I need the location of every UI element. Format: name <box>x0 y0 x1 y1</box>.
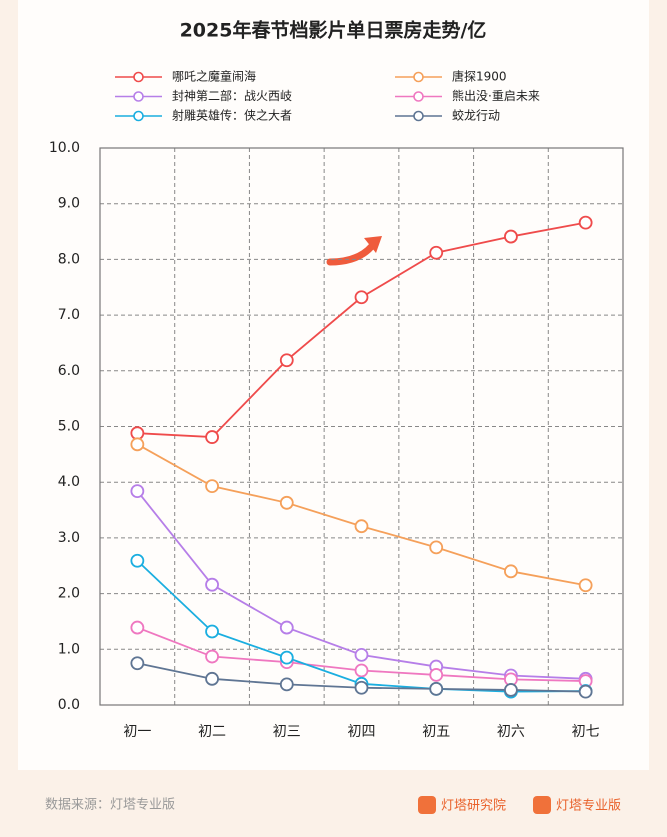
y-tick-label: 0.0 <box>58 697 80 713</box>
x-tick-label: 初三 <box>273 723 301 740</box>
x-tick-label: 初七 <box>572 723 600 740</box>
point <box>354 647 369 662</box>
point <box>429 668 444 682</box>
point <box>578 684 593 699</box>
legend-label: 熊出没·重启未来 <box>452 88 540 103</box>
y-tick-label: 7.0 <box>58 307 80 323</box>
brand: 灯塔专业版 <box>556 799 621 814</box>
legend-marker <box>413 91 424 102</box>
legend-label: 蛟龙行动 <box>452 108 500 123</box>
point <box>354 290 369 305</box>
y-tick-label: 9.0 <box>58 196 80 212</box>
point <box>279 650 294 665</box>
point <box>279 620 294 635</box>
legend-marker <box>413 71 424 83</box>
legend-label: 哪吒之魔童闹海 <box>172 69 256 84</box>
point <box>279 677 294 692</box>
brand-icon <box>418 796 436 814</box>
point <box>205 649 219 664</box>
legend-label: 射雕英雄传：侠之大者 <box>172 108 292 123</box>
legend-marker <box>133 91 144 102</box>
point <box>504 564 518 579</box>
x-tick-label: 初四 <box>348 723 376 740</box>
point <box>205 671 219 686</box>
card <box>18 0 649 770</box>
point <box>354 680 369 695</box>
brand: 灯塔研究院 <box>441 799 506 814</box>
point <box>205 624 219 639</box>
point <box>429 681 444 696</box>
point <box>504 683 518 697</box>
point <box>279 353 294 368</box>
legend-marker <box>413 110 424 122</box>
y-tick-label: 1.0 <box>58 641 80 657</box>
point <box>130 656 145 671</box>
trend-arrow <box>326 242 376 266</box>
legend-label: 封神第二部：战火西岐 <box>172 88 292 103</box>
x-tick-label: 初二 <box>198 723 226 740</box>
point <box>354 519 369 534</box>
trend-arrow-head <box>364 236 382 253</box>
point <box>130 484 145 499</box>
legend-label: 唐探1900 <box>452 69 507 84</box>
point <box>578 578 593 593</box>
y-tick-label: 2.0 <box>58 586 80 602</box>
y-tick-label: 3.0 <box>58 530 80 546</box>
point <box>429 245 444 260</box>
point <box>205 430 219 444</box>
legend-marker <box>133 71 144 83</box>
point <box>130 553 145 568</box>
point <box>354 663 369 678</box>
y-tick-label: 6.0 <box>58 363 80 379</box>
point <box>130 437 145 452</box>
x-tick-label: 初六 <box>497 723 525 740</box>
brand-icon <box>533 796 551 814</box>
y-tick-label: 4.0 <box>58 474 80 490</box>
point <box>205 577 219 592</box>
chart-title: 2025年春节档影片单日票房走势/亿 <box>180 19 487 42</box>
point <box>429 540 444 555</box>
y-tick-label: 5.0 <box>58 419 80 435</box>
point <box>504 229 518 244</box>
source: 数据来源：灯塔专业版 <box>45 798 175 813</box>
legend-marker <box>133 110 144 122</box>
point <box>578 215 593 230</box>
point <box>130 620 145 635</box>
point <box>130 426 145 441</box>
point <box>279 495 294 510</box>
x-tick-label: 初一 <box>123 723 151 740</box>
y-tick-label: 8.0 <box>58 251 80 267</box>
x-tick-label: 初五 <box>422 723 450 740</box>
point <box>205 479 219 493</box>
plot-frame <box>99 147 624 706</box>
y-tick-label: 10.0 <box>49 140 80 156</box>
